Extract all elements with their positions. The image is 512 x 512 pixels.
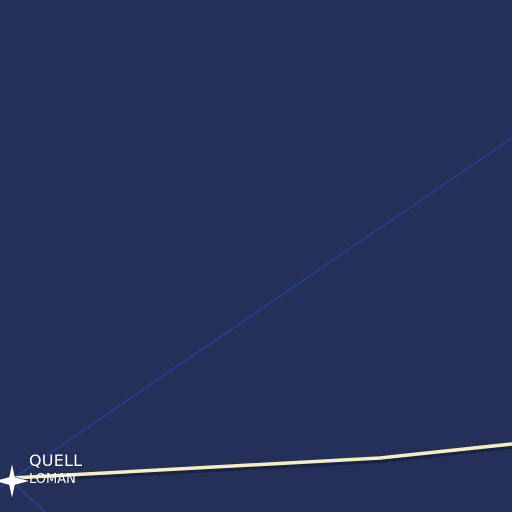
waypoint-sublabel: LOMAN: [29, 473, 76, 483]
airway-line-segment: [12, 482, 45, 512]
route-line[interactable]: [12, 444, 512, 478]
waypoint-label[interactable]: QUELL: [29, 452, 82, 470]
airway-line: [0, 138, 512, 494]
